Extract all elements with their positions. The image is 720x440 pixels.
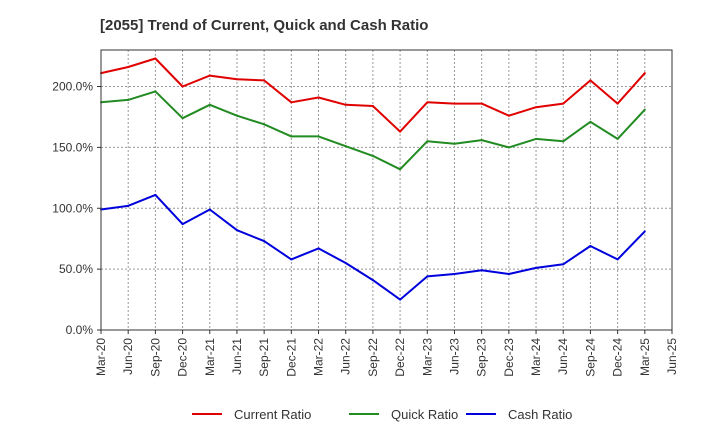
cash-ratio-point <box>507 273 510 275</box>
cash-ratio-point <box>127 204 130 207</box>
current-ratio-point <box>263 79 266 82</box>
x-tick-label: Jun-22 <box>339 338 353 375</box>
y-tick-label: 0.0% <box>66 323 94 337</box>
y-tick-label: 100.0% <box>52 201 93 215</box>
quick-ratio-point <box>235 114 238 117</box>
cash-ratio-point <box>643 230 646 233</box>
current-ratio-point <box>317 96 320 99</box>
current-ratio-point <box>616 102 619 105</box>
quick-ratio-point <box>616 137 619 140</box>
legend: Current Ratio Quick Ratio Cash Ratio <box>192 407 572 422</box>
quick-ratio-point <box>127 98 130 101</box>
x-tick-label: Mar-23 <box>420 338 434 376</box>
current-ratio-point <box>643 72 646 75</box>
cash-ratio-point <box>453 273 456 275</box>
x-tick-label: Jun-25 <box>665 338 679 375</box>
quick-ratio-point <box>290 135 293 138</box>
x-tick-label: Jun-21 <box>230 338 244 375</box>
current-ratio-point <box>589 79 592 82</box>
quick-ratio-point <box>480 139 483 142</box>
current-ratio-point <box>507 114 510 117</box>
quick-ratio-point <box>399 168 402 171</box>
quick-ratio-point <box>154 90 157 93</box>
quick-ratio-point <box>562 140 565 143</box>
current-ratio-point <box>154 57 157 60</box>
x-tick-label: Dec-23 <box>502 338 516 377</box>
quick-ratio-point <box>208 103 211 106</box>
series-lines <box>100 57 646 301</box>
x-tick-label: Sep-21 <box>257 338 271 377</box>
x-tick-label: Dec-21 <box>284 338 298 377</box>
cash-ratio-point <box>480 269 483 272</box>
x-tick-label: Sep-22 <box>366 338 380 377</box>
current-ratio-point <box>181 85 184 88</box>
x-tick-label: Dec-24 <box>611 338 625 377</box>
legend-label-cash-ratio: Cash Ratio <box>508 407 572 422</box>
cash-ratio-point <box>290 258 293 261</box>
cash-ratio-point <box>263 240 266 243</box>
cash-ratio-point <box>181 223 184 226</box>
x-tick-label: Jun-24 <box>556 338 570 375</box>
current-ratio-point <box>480 102 483 105</box>
cash-ratio-point <box>235 229 238 232</box>
current-ratio-point <box>208 74 211 77</box>
quick-ratio-point <box>507 146 510 149</box>
cash-ratio-point <box>208 208 211 211</box>
x-tick-label: Sep-24 <box>583 338 597 377</box>
x-tick-label: Sep-20 <box>148 338 162 377</box>
current-ratio-point <box>399 130 402 133</box>
quick-ratio-point <box>344 145 347 148</box>
cash-ratio-point <box>344 262 347 265</box>
current-ratio-point <box>453 102 456 105</box>
quick-ratio-point <box>317 135 320 138</box>
cash-ratio-point <box>535 266 538 269</box>
current-ratio-point <box>371 105 374 107</box>
quick-ratio-point <box>453 142 456 145</box>
quick-ratio-point <box>371 154 374 157</box>
x-tick-label: Mar-20 <box>94 338 108 376</box>
x-tick-label: Mar-24 <box>529 338 543 376</box>
quick-ratio-point <box>426 140 429 143</box>
cash-ratio-point <box>317 247 320 250</box>
chart-title: [2055] Trend of Current, Quick and Cash … <box>100 17 428 34</box>
plot-frame <box>100 49 673 331</box>
cash-ratio-point <box>616 258 619 261</box>
current-ratio-point <box>535 106 538 109</box>
cash-ratio-point <box>589 245 592 247</box>
grid <box>100 50 673 331</box>
current-ratio-point <box>127 66 130 69</box>
y-tick-label: 150.0% <box>52 140 93 154</box>
x-tick-label: Sep-23 <box>475 338 489 377</box>
quick-ratio-point <box>535 137 538 140</box>
x-tick-label: Dec-22 <box>393 338 407 377</box>
cash-ratio-point <box>399 298 402 301</box>
current-ratio-point <box>290 101 293 104</box>
quick-ratio-point <box>589 120 592 123</box>
current-ratio-point <box>344 103 347 106</box>
quick-ratio-point <box>181 117 184 120</box>
quick-ratio-point <box>263 123 266 126</box>
cash-ratio-point <box>426 275 429 278</box>
cash-ratio-point <box>154 193 157 196</box>
current-ratio-point <box>426 101 429 104</box>
x-tick-label: Jun-20 <box>121 338 135 375</box>
x-tick-label: Mar-21 <box>203 338 217 376</box>
x-tick-label: Mar-22 <box>312 338 326 376</box>
x-tick-label: Jun-23 <box>447 338 461 375</box>
current-ratio-point <box>562 102 565 105</box>
quick-ratio-point <box>643 108 646 111</box>
x-tick-label: Dec-20 <box>176 338 190 377</box>
axes: 0.0% 50.0% 100.0% 150.0% 200.0% Mar-20 Jun-20 S… <box>52 80 679 377</box>
cash-ratio-point <box>371 279 374 282</box>
current-ratio-point <box>235 78 238 81</box>
legend-label-current-ratio: Current Ratio <box>234 407 311 422</box>
y-tick-label: 50.0% <box>59 262 93 276</box>
cash-ratio-point <box>562 263 565 266</box>
x-tick-label: Mar-25 <box>638 338 652 376</box>
legend-label-quick-ratio: Quick Ratio <box>391 407 458 422</box>
y-tick-label: 200.0% <box>52 80 93 94</box>
